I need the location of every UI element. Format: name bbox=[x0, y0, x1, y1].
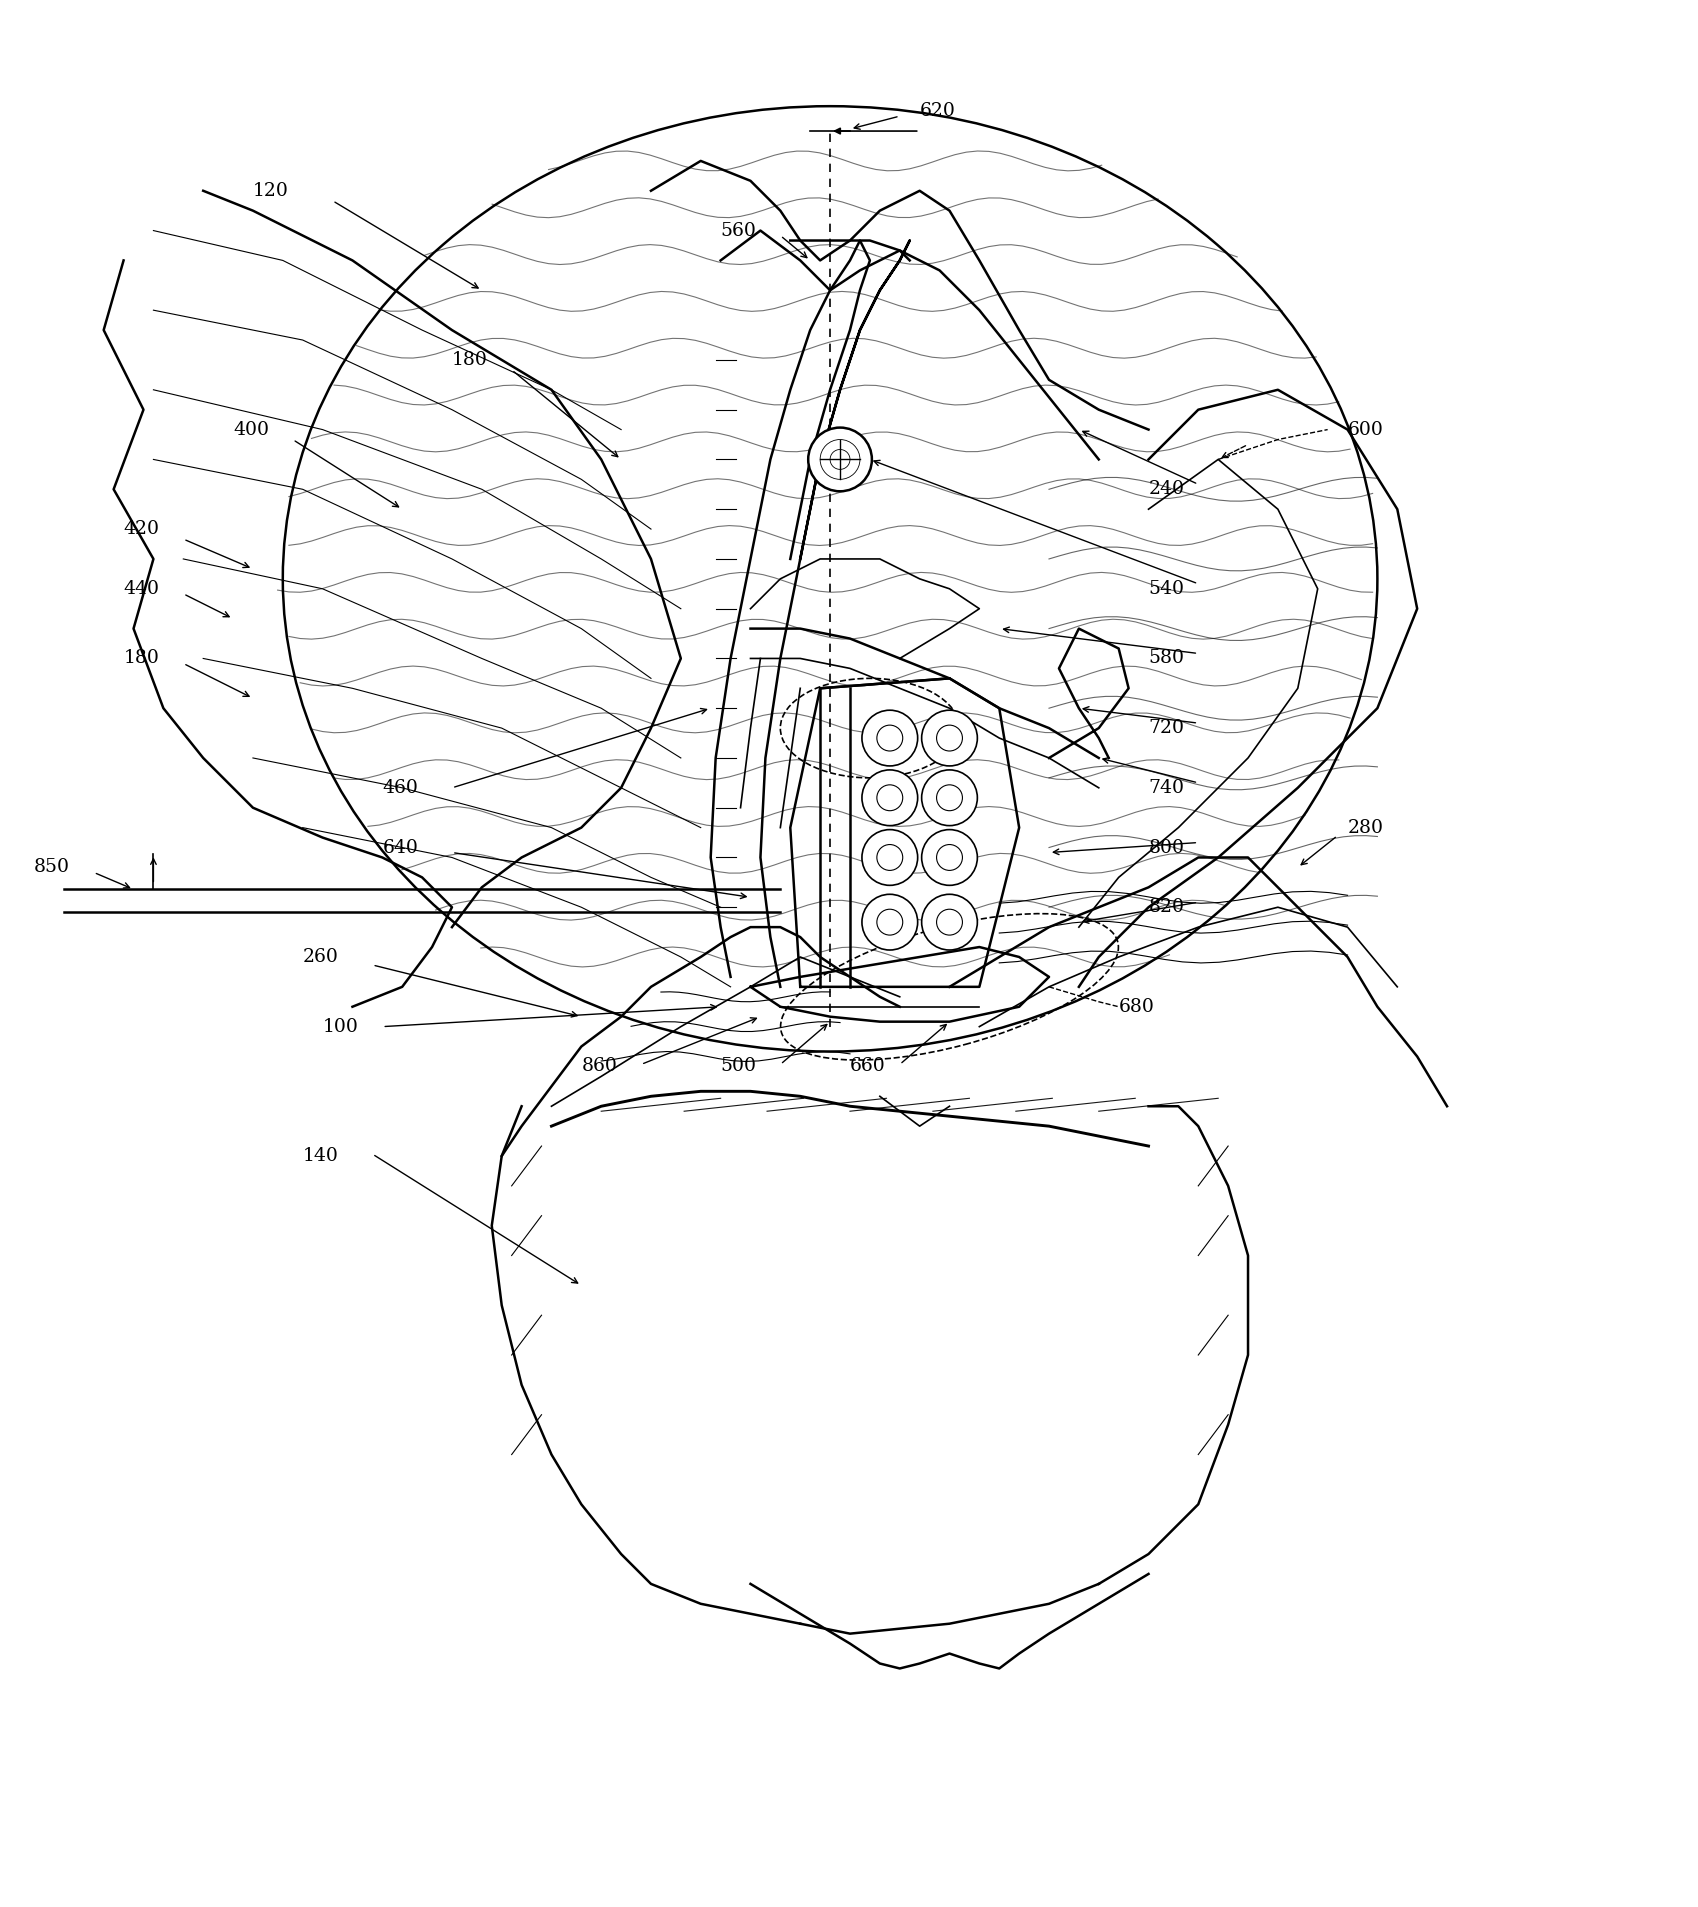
Circle shape bbox=[863, 709, 917, 767]
Text: 820: 820 bbox=[1148, 898, 1185, 915]
Text: 850: 850 bbox=[34, 858, 70, 877]
Circle shape bbox=[863, 770, 917, 826]
Text: 620: 620 bbox=[920, 103, 956, 120]
Text: 720: 720 bbox=[1148, 719, 1185, 738]
Text: 460: 460 bbox=[382, 778, 418, 797]
Circle shape bbox=[808, 427, 871, 492]
Circle shape bbox=[922, 709, 978, 767]
Circle shape bbox=[922, 770, 978, 826]
Text: 680: 680 bbox=[1119, 997, 1155, 1016]
Text: 500: 500 bbox=[720, 1058, 757, 1076]
Text: 600: 600 bbox=[1348, 421, 1384, 439]
Text: 260: 260 bbox=[302, 948, 338, 967]
Text: 400: 400 bbox=[233, 421, 268, 439]
Circle shape bbox=[863, 894, 917, 950]
Text: 640: 640 bbox=[382, 839, 418, 856]
Text: 120: 120 bbox=[253, 181, 289, 200]
Text: 560: 560 bbox=[720, 221, 757, 240]
Text: 860: 860 bbox=[581, 1058, 616, 1076]
Text: 240: 240 bbox=[1148, 481, 1185, 498]
Circle shape bbox=[922, 894, 978, 950]
Text: 440: 440 bbox=[124, 580, 160, 597]
Text: 420: 420 bbox=[124, 521, 160, 538]
Text: 800: 800 bbox=[1148, 839, 1185, 856]
Text: 140: 140 bbox=[302, 1146, 338, 1165]
Text: 100: 100 bbox=[323, 1018, 358, 1036]
Text: 180: 180 bbox=[452, 351, 487, 368]
Text: 540: 540 bbox=[1148, 580, 1185, 597]
Text: 580: 580 bbox=[1148, 650, 1185, 667]
Text: 740: 740 bbox=[1148, 778, 1185, 797]
Text: 280: 280 bbox=[1348, 818, 1384, 837]
Circle shape bbox=[863, 830, 917, 885]
Circle shape bbox=[922, 830, 978, 885]
Text: 180: 180 bbox=[124, 650, 160, 667]
Text: 660: 660 bbox=[851, 1058, 886, 1076]
